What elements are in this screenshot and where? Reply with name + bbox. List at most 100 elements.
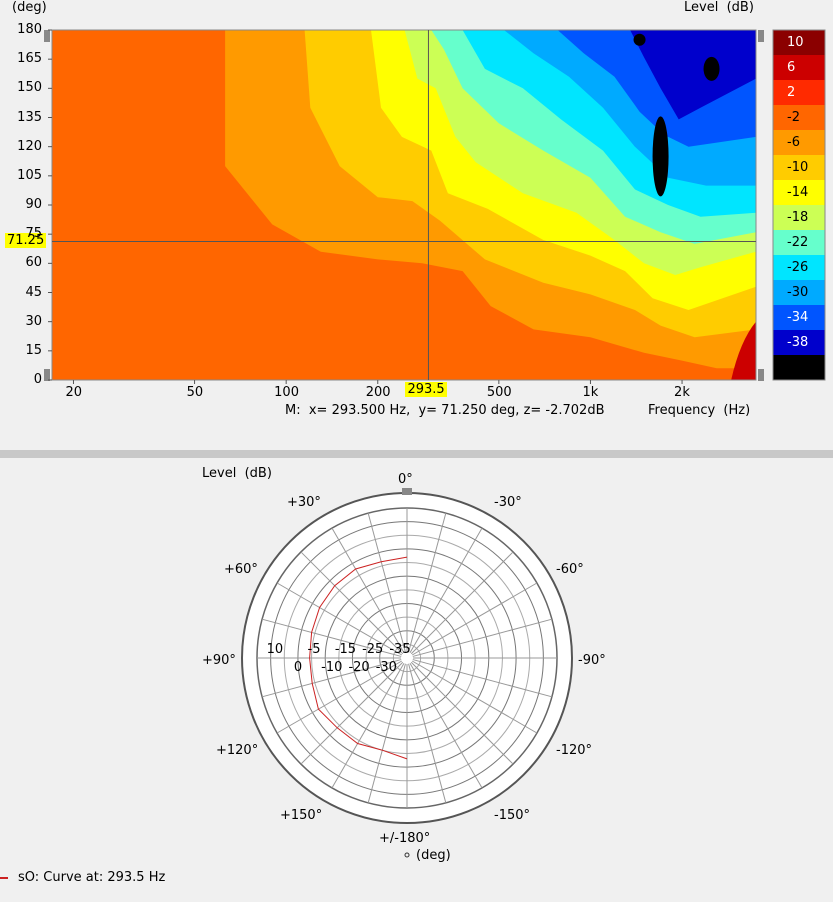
heatmap-svg [44,29,826,384]
x-tick-label: 1k [582,385,599,400]
heatmap-axes [44,29,764,384]
angle-label-minus30: -30° [494,495,522,510]
polar-spoke [276,582,403,656]
radial-label: 0 [293,660,303,675]
radial-label: -25 [362,642,384,657]
angle-label-minus90: -90° [578,653,606,668]
x-tick-label: 20 [65,385,83,400]
heat-null-1 [703,56,720,81]
colorbar-band [773,130,825,156]
polar-curve-line [309,556,408,760]
colorbar-tick-label: -38 [787,334,809,350]
angle-label-minus60: -60° [556,562,584,577]
y-tick-label: 15 [25,342,42,358]
colorbar-frame [772,29,826,381]
y-unit-label: (deg) [12,0,47,15]
angle-label-180: +/-180° [379,831,431,846]
polar-curve [309,556,408,760]
polar-spoke [276,660,403,734]
angle-label-plus30: +30° [287,495,321,510]
polar-spoke [410,551,514,655]
heatmap-panel: (deg) Level (dB) Frequency (Hz) M: x= 29… [0,0,833,450]
colorbar-tick-label: -10 [787,159,809,175]
colorbar-band [773,205,825,231]
x-tick-label: 200 [365,385,391,400]
heatmap-contours [52,30,757,380]
colorbar-band [773,155,825,181]
y-tick-label: 60 [25,255,42,271]
heat-null-0 [652,116,669,197]
frequency-axis-label: Frequency (Hz) [648,403,751,418]
y-tick-label: 45 [25,284,42,300]
polar-deg-label: (deg) [416,848,451,863]
colorbar-band [773,280,825,306]
angle-label-plus150: +150° [280,808,323,823]
y-tick-label: 165 [17,51,42,67]
polar-grid [241,488,573,858]
colorbar-tick-label: 2 [787,84,796,100]
cursor-y-value[interactable]: 71.25 [5,233,47,249]
y-tick-label: 75 [25,226,42,242]
polar-spoke [367,512,406,653]
colorbar-tick-label: -26 [787,259,809,275]
y-tick-label: 90 [25,197,42,212]
angle-label-minus150: -150° [494,808,531,823]
colorbar-band [773,30,825,56]
polar-spoke [331,527,405,654]
colorbar-tick-label: 6 [787,59,796,75]
polar-spoke [408,663,447,804]
polar-spoke [411,582,538,656]
cursor-lines[interactable] [52,30,756,380]
legend-label: sO: Curve at: 293.5 Hz [18,870,166,885]
polar-spoke [408,512,447,653]
polar-spoke [409,662,483,789]
polar-origin-marker [404,852,410,858]
colorbar-tick-label: 10 [787,34,804,50]
polar-spoke [367,663,406,804]
colorbar-tick-label: -34 [787,309,809,325]
polar-spoke [411,660,538,734]
heat-null-2 [633,33,646,46]
cursor-x-value[interactable]: 293.5 [405,382,447,397]
radial-label: -5 [307,642,321,657]
polar-spoke [412,659,553,698]
polar-spoke [300,661,404,765]
colorbar-band [773,255,825,281]
colorbar-handle-top[interactable] [758,30,764,42]
panel-divider[interactable] [0,450,833,458]
angle-label-plus120: +120° [216,743,259,758]
x-tick-label: 50 [186,385,204,400]
polar-panel: Level (dB) (deg) 0° -30° -60° -90° -120°… [0,458,833,898]
colorbar-band [773,180,825,206]
radial-label: -30 [375,660,397,675]
colorbar-tick-label: -18 [787,209,809,225]
radial-label: -35 [389,642,411,657]
polar-rotation-handle[interactable] [402,488,412,495]
colorbar-band [773,230,825,256]
y-tick-label: 30 [25,313,42,329]
colorbar-tick-label: -6 [787,134,800,150]
colorbar-band [773,305,825,331]
colorbar-handle-bottom[interactable] [758,369,764,381]
polar-spoke [261,618,402,657]
polar-svg [241,488,573,858]
x-tick-label: 500 [486,385,512,400]
angle-label-minus120: -120° [556,743,593,758]
y-range-handle-top[interactable] [44,30,50,42]
y-tick-label: 120 [17,138,42,154]
polar-spoke [412,618,553,657]
angle-label-0: 0° [398,472,413,487]
polar-spoke [331,662,405,789]
marker-readout: M: x= 293.500 Hz, y= 71.250 deg, z= -2.7… [285,403,605,418]
heat-region-8 [630,30,756,120]
colorbar-band [773,330,825,356]
polar-level-label: Level (dB) [202,466,272,481]
colorbar-band [773,55,825,81]
y-tick-label: 135 [17,109,42,125]
radial-label: -10 [321,660,343,675]
colorbar-band [773,80,825,106]
y-range-handle-bottom[interactable] [44,369,50,381]
heat-hotspot [731,321,756,380]
y-tick-label: 180 [17,22,42,37]
legend-swatch [0,877,8,879]
